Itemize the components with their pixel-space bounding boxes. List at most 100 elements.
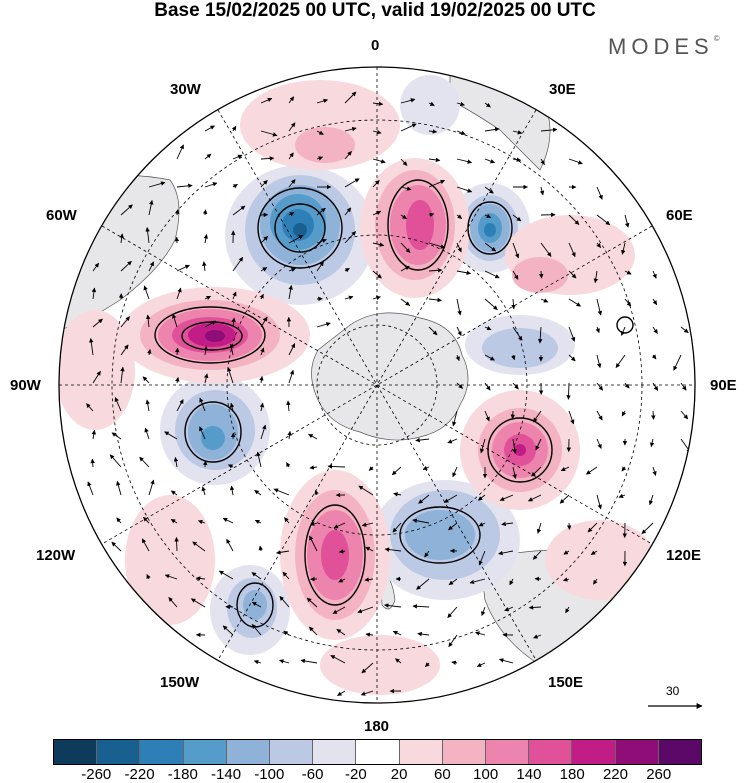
wind-vector [176, 144, 184, 160]
lon-label-30e: 30E [549, 81, 576, 98]
colorbar-swatch [615, 740, 659, 764]
wind-vector [456, 270, 472, 275]
wind-vector [456, 382, 464, 389]
colorbar-swatch [183, 740, 227, 764]
wind-vector [652, 270, 657, 279]
wind-vector [536, 522, 542, 534]
wind-vector [498, 550, 514, 556]
wind-vector [428, 242, 446, 249]
contour-lines [154, 179, 634, 628]
wind-vector [501, 521, 514, 527]
wind-vector [170, 490, 178, 496]
map-boundary [58, 66, 696, 704]
wind-vectors [86, 91, 692, 696]
wind-vector [171, 313, 178, 328]
wind-vector [232, 154, 243, 160]
wind-vector [511, 298, 516, 310]
wind-vector [175, 347, 180, 356]
wind-vector [384, 603, 402, 608]
wind-vector [288, 96, 295, 104]
wind-vector [455, 354, 460, 362]
wind-vector [284, 517, 290, 524]
wind-vector [512, 382, 519, 390]
wind-vector [316, 322, 331, 328]
wind-vector [279, 595, 290, 608]
wind-vector [624, 270, 632, 275]
wind-vector [256, 451, 262, 468]
wind-vector [251, 572, 262, 580]
wind-vector [332, 606, 346, 614]
wind-vector [204, 320, 217, 328]
wind-vector [596, 242, 602, 248]
wind-vector [615, 354, 626, 368]
wind-vector [368, 466, 374, 471]
wind-vector [195, 576, 206, 581]
wind-vector [418, 494, 430, 504]
wind-vector [447, 438, 458, 444]
wind-vector [232, 291, 237, 300]
colorbar-swatch [658, 740, 702, 764]
wind-vector [568, 410, 575, 425]
wind-vector [309, 465, 318, 470]
wind-vector [260, 424, 267, 440]
wind-vector [539, 186, 545, 196]
wind-vector [87, 481, 94, 496]
wind-vector [512, 242, 520, 259]
wind-vector [139, 456, 150, 468]
colorbar-swatch [572, 740, 616, 764]
wind-vector [202, 209, 208, 216]
graticule [59, 67, 695, 703]
wind-vector [260, 347, 265, 356]
wind-vector [417, 631, 430, 637]
wind-vector [652, 382, 659, 391]
wind-vector [540, 127, 558, 133]
wind-vector [648, 494, 654, 506]
wind-vector [456, 298, 462, 316]
wind-vector [190, 598, 206, 608]
wind-vector [288, 122, 296, 132]
wind-vector [540, 242, 552, 257]
wind-vector [120, 260, 132, 272]
wind-vector [651, 410, 656, 420]
wind-vector [260, 316, 268, 328]
wind-vector [336, 628, 346, 636]
wind-vector [279, 659, 290, 664]
wind-vector [288, 179, 296, 188]
wind-vector [596, 186, 603, 200]
colorbar-tick-label: 20 [390, 766, 408, 783]
wind-vector [499, 494, 514, 501]
wind-vector [512, 270, 519, 280]
wind-vector [148, 261, 155, 272]
wind-vector [251, 601, 262, 608]
wind-vector [452, 466, 458, 478]
wind-vector [111, 432, 122, 440]
wind-vector [504, 606, 514, 612]
wind-vector [428, 157, 441, 163]
wind-vector [143, 285, 150, 300]
wind-vector [400, 123, 417, 132]
wind-vector [392, 522, 402, 533]
wind-vector [287, 430, 292, 440]
wind-vector [533, 634, 542, 639]
wind-vector [400, 242, 411, 253]
colorbar-tick-label: -180 [167, 766, 198, 783]
wind-vector [89, 337, 94, 356]
wind-vector [260, 179, 268, 188]
wind-vector [481, 606, 486, 617]
wind-vector [621, 466, 627, 472]
wind-vector [260, 97, 273, 104]
wind-vector [484, 242, 497, 252]
colorbar-tick-label: -260 [81, 766, 112, 783]
wind-vector [338, 549, 346, 554]
wind-vector [114, 396, 122, 412]
wind-vector [309, 521, 318, 526]
wind-vector [400, 98, 416, 104]
wind-vector [512, 214, 522, 222]
wind-vector [680, 410, 689, 420]
wind-vector [143, 516, 150, 524]
wind-vector [428, 212, 435, 217]
wind-vector [428, 268, 443, 273]
wind-vector [566, 382, 571, 400]
wind-vector [422, 465, 430, 470]
wind-vector [447, 606, 458, 618]
